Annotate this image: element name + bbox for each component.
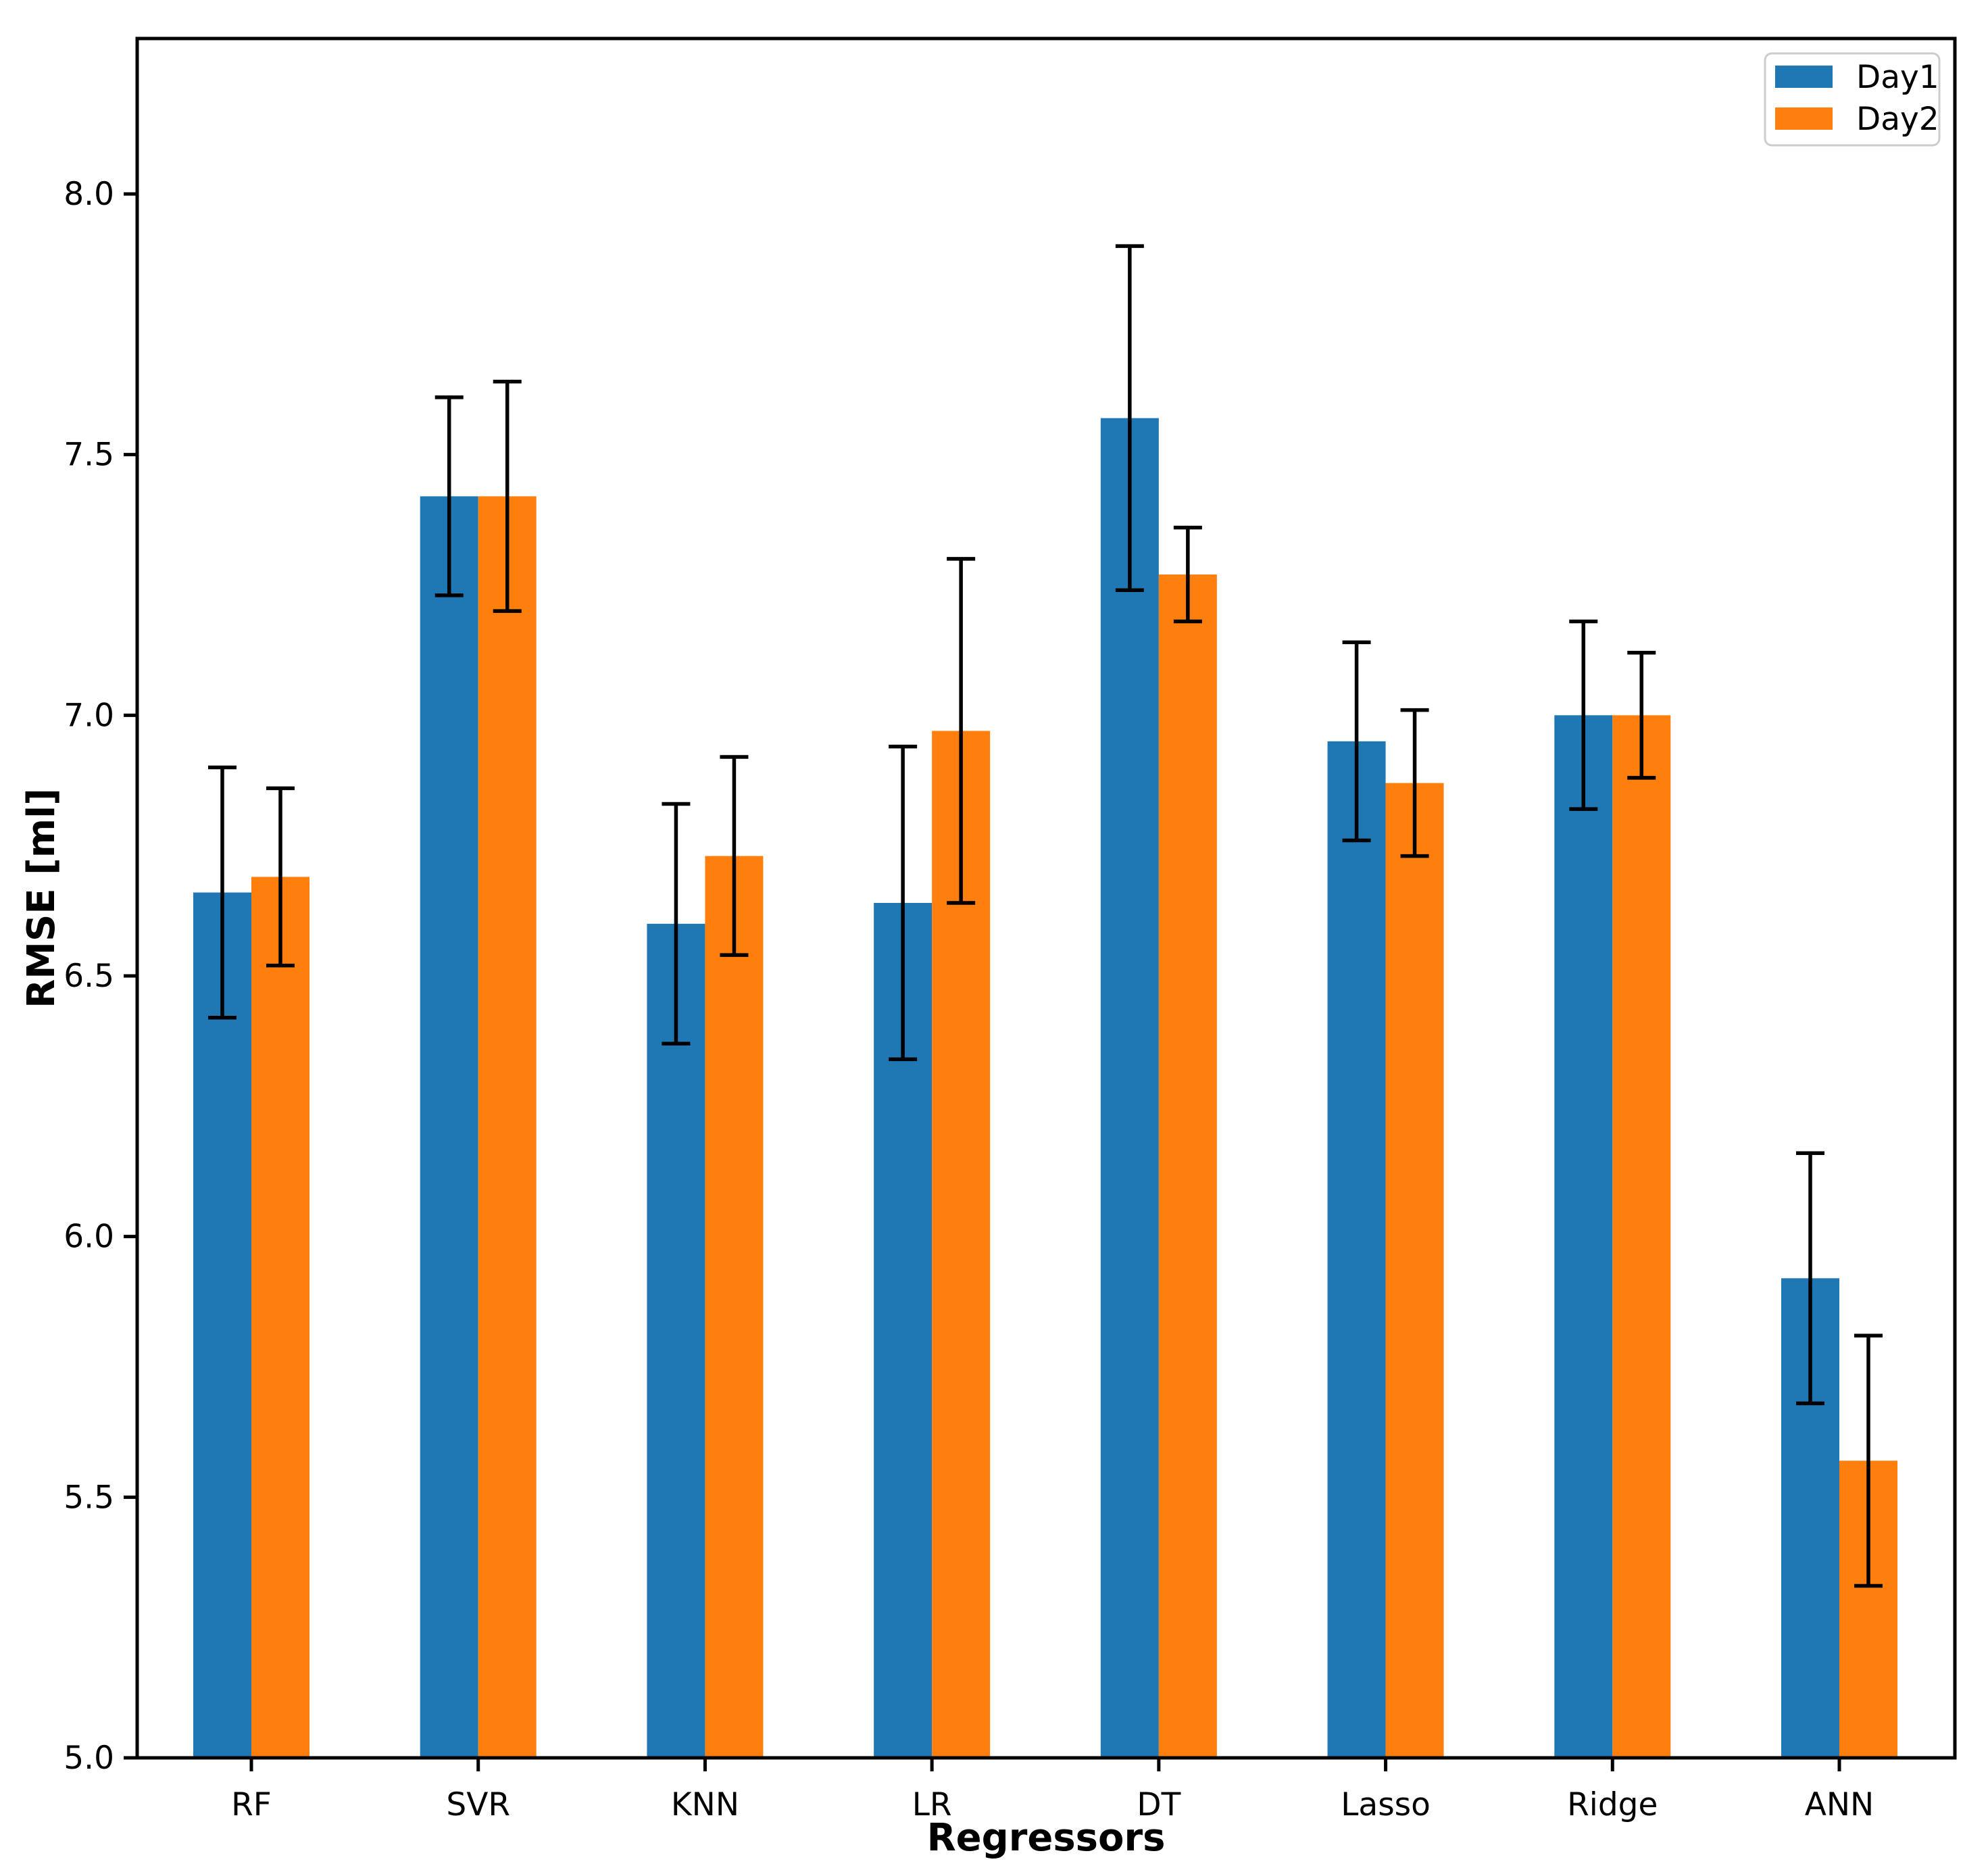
errorbar-day2-knn <box>720 755 749 957</box>
bar-day2-rf <box>251 877 309 1758</box>
legend: Day1 Day2 <box>1764 52 1941 147</box>
x-tick-label-ridge: Ridge <box>1567 1786 1658 1823</box>
errorbar-day1-lr <box>889 744 918 1062</box>
errorbar-day2-rf <box>266 786 295 968</box>
bars-layer <box>193 418 1897 1758</box>
bar-day2-knn <box>705 856 764 1758</box>
x-tick-label-lr: LR <box>912 1786 952 1823</box>
errorbar-day1-dt <box>1115 244 1144 592</box>
bar-day1-rf <box>193 892 251 1758</box>
errorbar-day2-ridge <box>1627 651 1656 780</box>
legend-swatch-day1 <box>1775 66 1833 88</box>
legend-swatch-day2 <box>1775 107 1833 130</box>
bar-day2-ridge <box>1612 715 1671 1758</box>
axes-layer: 5.0 5.5 6.0 6.5 7.0 7.5 8.0 RF SVR KNN LR DT Lasso Ri… <box>64 36 1957 1823</box>
y-tick-label: 8.0 <box>64 176 114 213</box>
errorbar-day2-svr <box>493 379 522 613</box>
y-tick-label: 7.0 <box>64 697 114 734</box>
errorbar-day2-lr <box>947 557 976 905</box>
bar-day2-svr <box>478 496 537 1758</box>
bar-day1-dt <box>1100 418 1159 1758</box>
y-tick-label: 5.5 <box>64 1479 114 1516</box>
errorbar-day1-lasso <box>1342 640 1371 843</box>
y-tick-label: 6.0 <box>64 1219 114 1256</box>
bar-day2-lasso <box>1385 783 1444 1758</box>
errorbar-day1-rf <box>208 765 237 1020</box>
errorbars-layer <box>208 244 1883 1588</box>
bar-day2-dt <box>1158 574 1217 1758</box>
bar-day1-ridge <box>1554 715 1613 1758</box>
y-tick-label: 5.0 <box>64 1740 114 1777</box>
y-tick-label: 6.5 <box>64 958 114 995</box>
x-tick-label-knn: KNN <box>671 1786 739 1823</box>
errorbar-day1-svr <box>434 395 464 597</box>
x-tick-label-lasso: Lasso <box>1341 1786 1431 1823</box>
plot-border <box>135 36 1957 1760</box>
legend-label-day1: Day1 <box>1856 59 1939 96</box>
bar-day1-knn <box>647 923 705 1758</box>
bar-day1-lasso <box>1327 741 1386 1758</box>
errorbar-day1-ann <box>1795 1151 1824 1406</box>
x-axis-label: Regressors <box>927 1816 1166 1860</box>
x-tick-label-rf: RF <box>231 1786 272 1823</box>
x-tick-label-svr: SVR <box>446 1786 510 1823</box>
errorbar-day2-dt <box>1173 525 1202 624</box>
errorbar-day2-ann <box>1854 1333 1883 1588</box>
x-tick-label-ann: ANN <box>1805 1786 1874 1823</box>
errorbar-day2-lasso <box>1400 708 1429 858</box>
y-tick-label: 7.5 <box>64 437 114 474</box>
errorbar-day1-ridge <box>1569 619 1598 811</box>
y-axis-label: RMSE [ml] <box>20 788 64 1008</box>
bar-day1-svr <box>420 496 478 1758</box>
legend-label-day2: Day2 <box>1856 101 1939 138</box>
x-tick-label-dt: DT <box>1137 1786 1181 1823</box>
errorbar-day1-knn <box>662 802 691 1046</box>
